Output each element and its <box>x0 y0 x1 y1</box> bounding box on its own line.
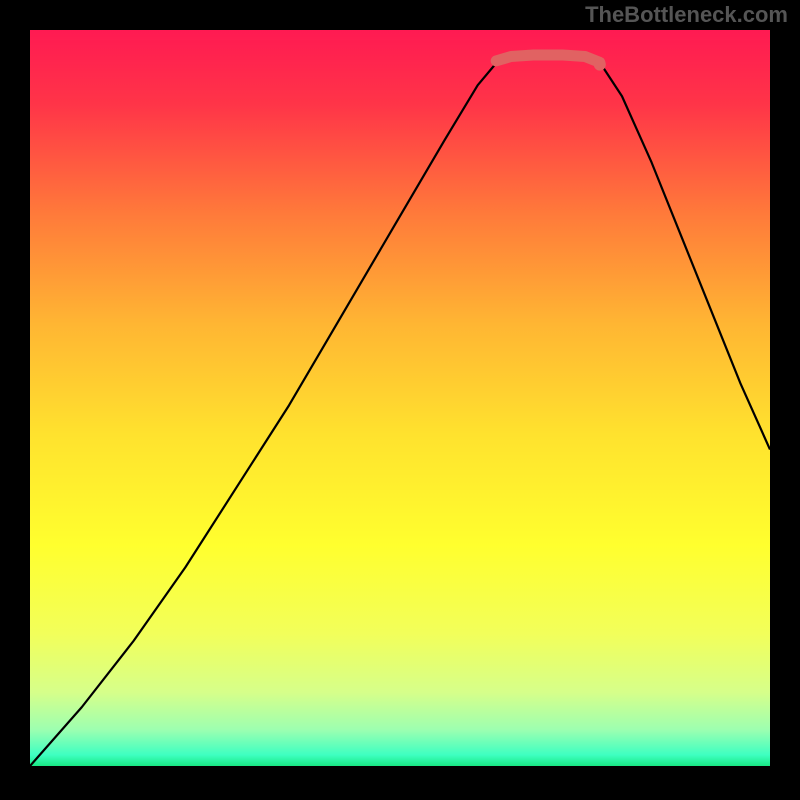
optimal-range-end-dot <box>594 59 606 71</box>
curve-layer <box>30 30 770 766</box>
bottleneck-curve <box>30 55 770 766</box>
optimal-range-segment <box>496 55 600 62</box>
watermark-text: TheBottleneck.com <box>585 2 788 28</box>
plot-area <box>30 30 770 766</box>
